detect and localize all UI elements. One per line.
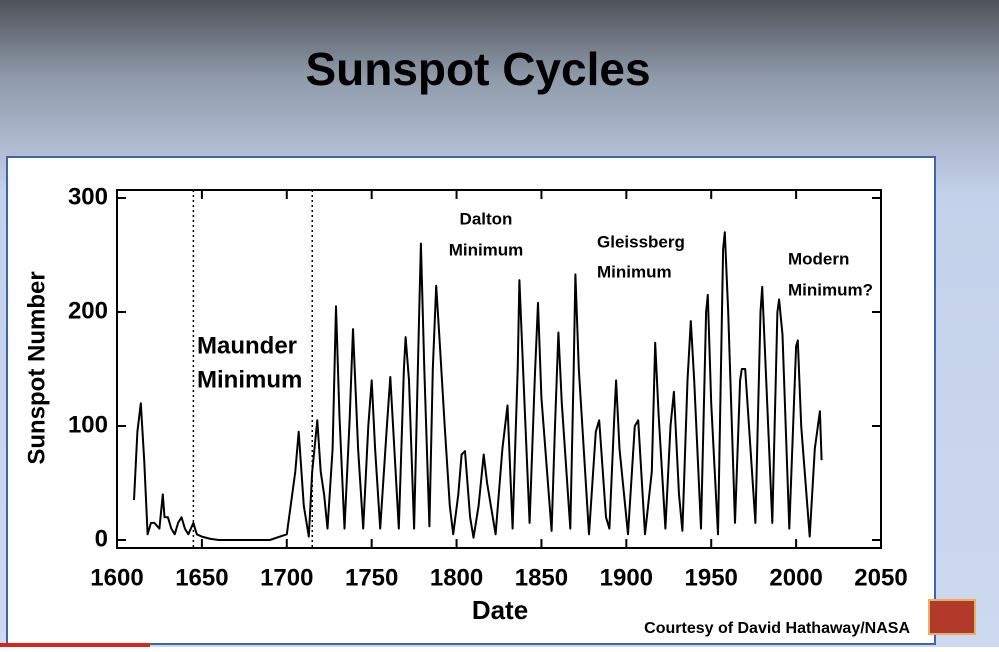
x-tick-label: 1850 bbox=[515, 564, 568, 591]
annotation: Minimum? bbox=[788, 280, 873, 299]
sunspot-line bbox=[133, 231, 823, 541]
x-tick-label: 1650 bbox=[175, 564, 228, 591]
logo bbox=[928, 599, 976, 635]
annotation: Dalton bbox=[460, 209, 513, 228]
plot-frame bbox=[116, 189, 882, 549]
x-tick-label: 2000 bbox=[769, 564, 822, 591]
progress-bar bbox=[0, 643, 150, 647]
y-tick-label: 100 bbox=[68, 411, 108, 438]
x-tick-label: 1900 bbox=[600, 564, 653, 591]
x-tick-label: 2050 bbox=[854, 564, 907, 591]
annotation: Maunder bbox=[197, 332, 297, 359]
x-tick-label: 1700 bbox=[260, 564, 313, 591]
annotation: Gleissberg bbox=[597, 232, 685, 251]
y-tick-label: 200 bbox=[68, 297, 108, 324]
x-tick-label: 1800 bbox=[430, 564, 483, 591]
slide-title: Sunspot Cycles bbox=[305, 43, 650, 95]
annotation: Minimum bbox=[197, 366, 302, 393]
annotation: Minimum bbox=[597, 262, 672, 281]
y-tick-label: 0 bbox=[95, 525, 108, 552]
annotation: Minimum bbox=[449, 240, 524, 259]
x-tick-label: 1600 bbox=[90, 564, 143, 591]
x-tick-label: 1950 bbox=[685, 564, 738, 591]
x-tick-label: 1750 bbox=[345, 564, 398, 591]
plot: 0 100 200 300 1600 1650 1700 1750 1800 1850 1900 19… bbox=[23, 183, 907, 625]
x-axis-label: Date bbox=[472, 595, 528, 625]
y-tick-label: 300 bbox=[68, 183, 108, 210]
y-axis-label: Sunspot Number bbox=[23, 271, 50, 464]
credit: Courtesy of David Hathaway/NASA bbox=[644, 620, 910, 637]
annotation: Modern bbox=[788, 249, 849, 268]
chart-panel bbox=[6, 156, 936, 645]
